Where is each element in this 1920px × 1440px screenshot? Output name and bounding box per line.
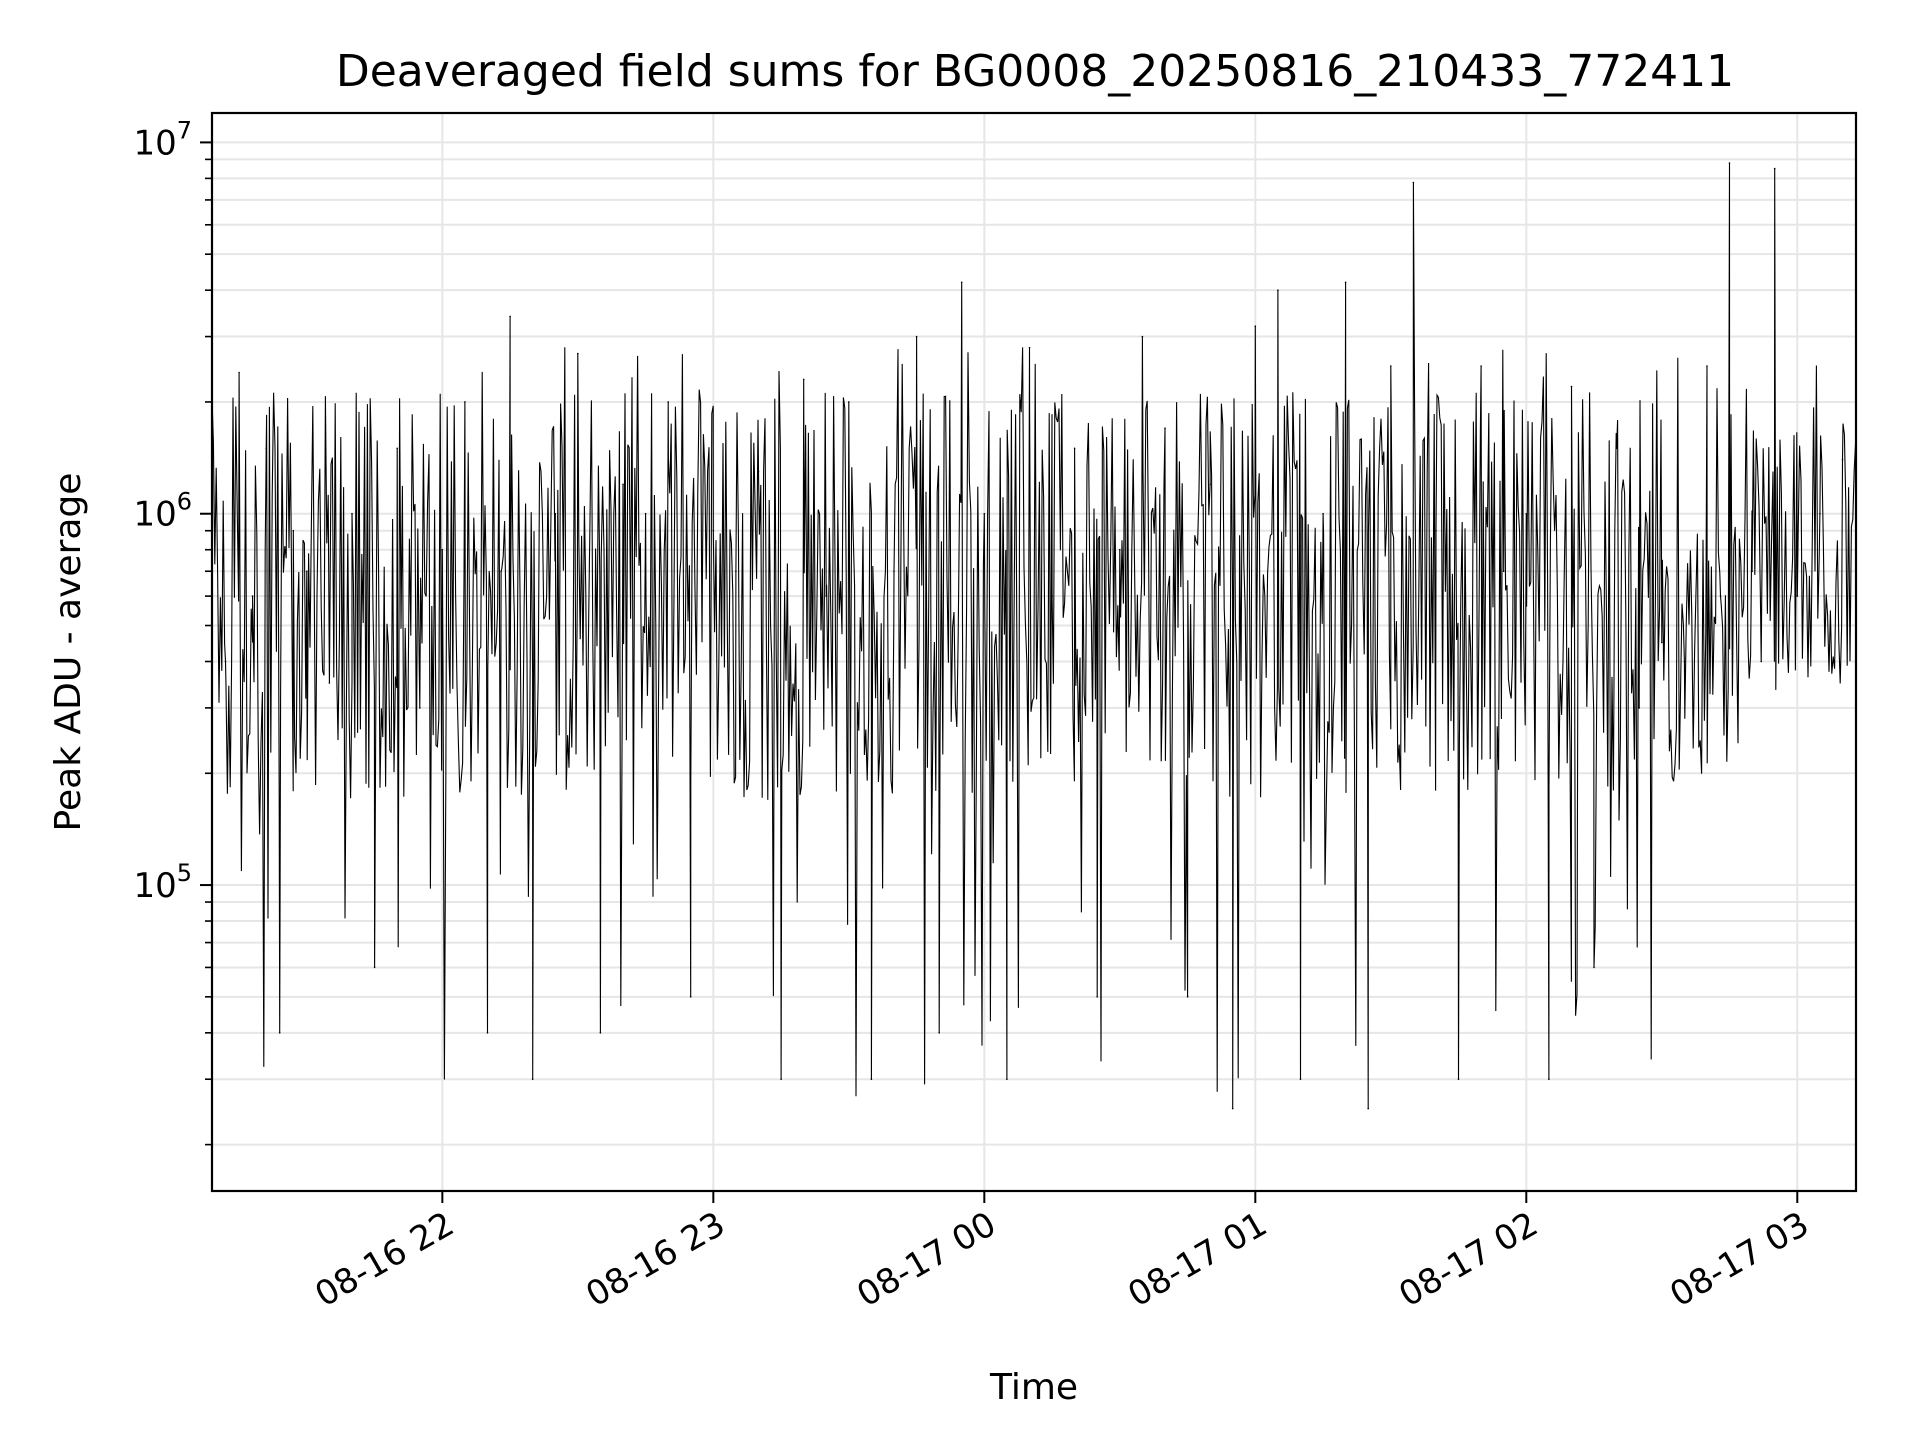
data-point — [278, 1032, 281, 1034]
data-point — [1164, 427, 1166, 430]
data-point — [238, 371, 240, 374]
data-point — [1570, 385, 1573, 388]
data-point — [500, 570, 502, 573]
data-point — [1051, 595, 1053, 597]
data-point — [1231, 1107, 1234, 1110]
data-point — [1006, 1078, 1008, 1080]
data-point — [251, 595, 254, 597]
data-point — [306, 570, 308, 573]
data-point — [1299, 1078, 1302, 1080]
data-point — [915, 335, 918, 338]
data-point — [292, 529, 295, 532]
data-point — [486, 1032, 489, 1034]
data-point — [1435, 529, 1437, 532]
data-point — [464, 401, 466, 403]
chart-title: Deaveraged field sums for BG0008_2025081… — [336, 46, 1734, 97]
data-point — [1638, 707, 1640, 709]
data-point — [1367, 1107, 1369, 1110]
data-point — [1661, 641, 1663, 644]
data-point — [1277, 289, 1279, 292]
x-axis-title: Time — [989, 1367, 1078, 1408]
data-point — [1254, 325, 1257, 328]
data-point — [1593, 966, 1595, 969]
data-point — [1344, 281, 1347, 284]
y-axis: 105 106 107 — [133, 116, 212, 1146]
data-point — [577, 352, 579, 355]
data-point — [351, 512, 353, 515]
data-point — [599, 1032, 602, 1034]
data-point — [396, 447, 399, 450]
data-point — [1390, 365, 1392, 367]
data-point — [1525, 512, 1528, 515]
data-point — [893, 570, 895, 573]
data-point — [870, 1078, 873, 1080]
data-point — [644, 512, 647, 515]
plot-frame — [210, 111, 1858, 1193]
data-point — [1615, 447, 1618, 450]
data-point — [509, 315, 511, 318]
data-point — [1209, 483, 1211, 486]
series-line — [211, 162, 1857, 1109]
data-point — [265, 447, 268, 450]
data-point — [780, 1078, 782, 1080]
data-point — [712, 529, 715, 532]
data-point — [1322, 512, 1324, 515]
data-point — [1028, 346, 1031, 349]
data-point — [1141, 335, 1144, 338]
data-point — [960, 281, 963, 284]
data-point — [1457, 1078, 1460, 1080]
y-axis-title: Peak ADU - average — [48, 473, 89, 832]
data-point — [1841, 458, 1844, 461]
data-point — [1073, 447, 1076, 450]
data-point — [1412, 181, 1415, 184]
data-point — [531, 1078, 534, 1080]
data-point — [757, 470, 760, 473]
data-point — [1719, 595, 1722, 597]
data-point — [938, 1032, 940, 1034]
data-point — [1186, 996, 1189, 998]
data-point — [1119, 548, 1121, 551]
data-point — [1819, 512, 1821, 515]
data-point — [419, 707, 421, 709]
data-point — [1548, 1078, 1550, 1080]
y-tick-label: 105 — [133, 859, 192, 906]
data-point — [1751, 570, 1753, 573]
data-point — [224, 660, 227, 663]
data-point — [622, 483, 624, 486]
data-point — [1480, 365, 1482, 367]
data-point — [1502, 570, 1505, 573]
data-point — [983, 512, 986, 515]
data-point — [1706, 365, 1708, 367]
data-point — [1760, 660, 1762, 663]
series-layer — [211, 162, 1857, 1110]
data-point — [689, 996, 692, 998]
data-point — [1796, 595, 1799, 597]
data-point — [1728, 162, 1731, 164]
data-point — [802, 378, 805, 381]
data-point — [667, 401, 669, 403]
y-tick-label: 106 — [133, 488, 192, 535]
data-point — [1096, 996, 1098, 998]
data-point — [848, 401, 850, 403]
data-point — [1683, 660, 1686, 663]
data-point — [328, 682, 331, 684]
y-tick-label: 107 — [133, 116, 192, 163]
data-point — [554, 512, 557, 515]
data-point — [735, 570, 737, 573]
data-point — [373, 966, 376, 969]
data-point — [825, 595, 827, 597]
data-point — [1773, 167, 1776, 170]
data-point — [441, 548, 444, 551]
